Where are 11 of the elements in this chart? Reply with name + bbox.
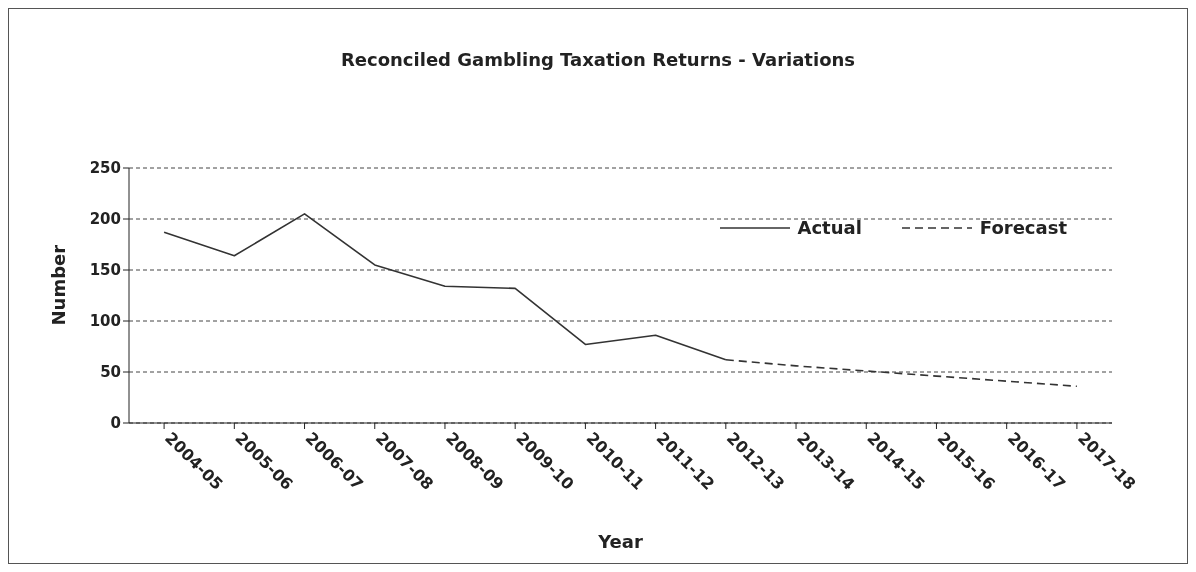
y-tick-label: 150	[89, 261, 121, 280]
legend-label: Forecast	[979, 217, 1067, 238]
x-axis-title: Year	[597, 531, 643, 552]
chart-title: Reconciled Gambling Taxation Returns - Variations	[339, 49, 857, 70]
y-tick-label: 100	[89, 312, 121, 331]
y-tick-label: 50	[100, 363, 121, 382]
y-tick-label: 250	[89, 159, 121, 178]
legend-label: Actual	[797, 217, 862, 238]
y-tick-label: 200	[89, 210, 121, 229]
y-axis-title: Number	[48, 244, 70, 326]
y-tick-label: 0	[110, 414, 121, 433]
